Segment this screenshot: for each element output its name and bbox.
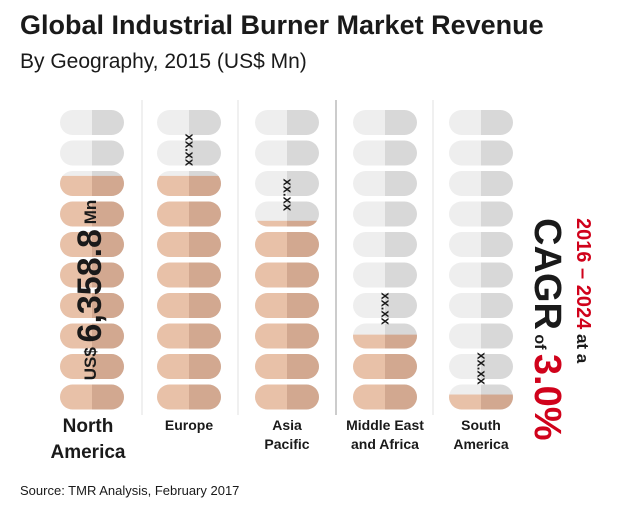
bar-fill [353,334,417,410]
bar-asia-pacific [255,110,319,410]
value-label-north-america: US$ 6,358.8 Mn [71,200,109,381]
chart-title: Global Industrial Burner Market Revenue [20,10,544,40]
bar-middle-east-and-africa [353,110,417,410]
bar-fill [255,220,319,410]
category-label-middle-east-and-africa: Middle East and Africa [346,417,424,452]
category-label-north-america: North America [51,416,126,463]
category-label-asia-pacific: Asia Pacific [264,417,309,452]
value-label-south-america: xx.xx [475,352,490,385]
category-label-europe: Europe [165,417,213,433]
value-label-middle-east-and-africa: xx.xx [379,292,394,325]
category-label-south-america: South America [453,417,508,452]
cagr-value: CAGR of 3.0% [526,218,568,441]
bar-fill [157,175,221,410]
chart-subtitle: By Geography, 2015 (US$ Mn) [20,50,307,73]
value-label-asia-pacific: xx.xx [281,179,296,212]
source-note: Source: TMR Analysis, February 2017 [20,483,240,498]
value-label-europe: xx.xx [183,134,198,167]
cagr-period: 2016 – 2024 at a [572,218,594,364]
bar-fill [449,394,513,410]
